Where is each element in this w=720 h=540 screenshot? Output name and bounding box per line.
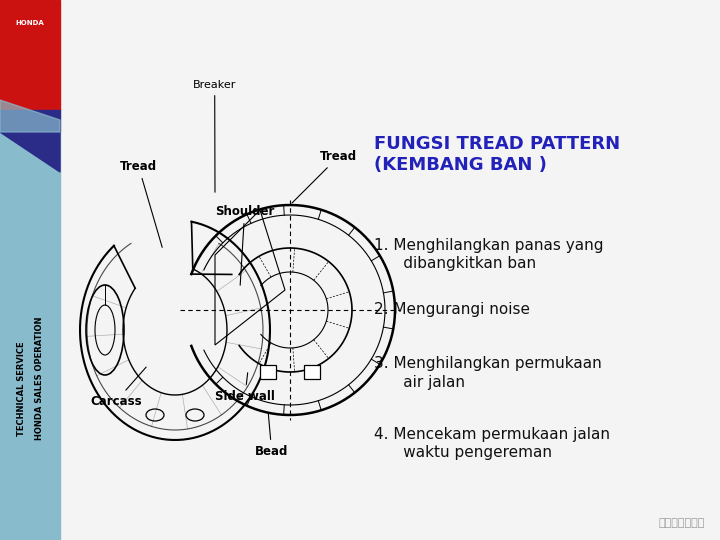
Text: Breaker: Breaker (193, 80, 236, 192)
Text: 3. Menghilangkan permukaan
      air jalan: 3. Menghilangkan permukaan air jalan (374, 356, 602, 390)
Bar (260, 365, 276, 379)
Bar (0, 110, 60, 132)
Bar (0, 0, 60, 110)
Text: Shoulder: Shoulder (215, 205, 274, 285)
Bar (0, 132, 60, 540)
Bar (304, 365, 320, 379)
Text: Side wall: Side wall (215, 373, 275, 403)
Text: FUNGSI TREAD PATTERN
(KEMBANG BAN ): FUNGSI TREAD PATTERN (KEMBANG BAN ) (374, 135, 621, 174)
Polygon shape (0, 127, 60, 172)
Text: Bead: Bead (255, 413, 289, 458)
Text: HONDA SALES OPERATION: HONDA SALES OPERATION (35, 316, 45, 440)
Text: ヘノテネチナフ: ヘノテネチナフ (659, 518, 705, 528)
Text: Tread: Tread (292, 150, 357, 203)
Text: TECHNICAL SERVICE: TECHNICAL SERVICE (17, 341, 27, 436)
Text: Tread: Tread (120, 160, 162, 247)
Text: 2. Mengurangi noise: 2. Mengurangi noise (374, 302, 531, 318)
Text: Carcass: Carcass (90, 367, 146, 408)
Text: 4. Mencekam permukaan jalan
      waktu pengereman: 4. Mencekam permukaan jalan waktu penger… (374, 427, 611, 460)
Text: 1. Menghilangkan panas yang
      dibangkitkan ban: 1. Menghilangkan panas yang dibangkitkan… (374, 238, 604, 271)
Text: HONDA: HONDA (16, 20, 45, 26)
Polygon shape (0, 100, 60, 132)
